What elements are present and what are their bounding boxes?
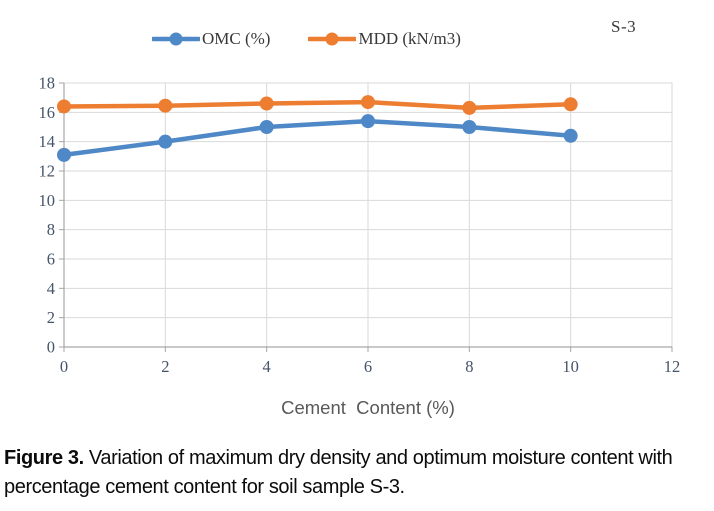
chart-legend: OMC (%) MDD (kN/m3) xyxy=(152,29,461,49)
y-tick-label: 14 xyxy=(39,132,56,151)
x-tick-label: 4 xyxy=(263,357,271,376)
series-line-1 xyxy=(61,99,573,111)
y-tick-label: 6 xyxy=(47,250,55,269)
line-chart-plot: 0 2 4 6 8 10 12 0 2 4 6 8 10 12 14 16 18 xyxy=(39,74,681,377)
data-point-marker xyxy=(462,100,477,115)
legend-item-mdd: MDD (kN/m3) xyxy=(308,29,461,49)
y-tick-label: 2 xyxy=(47,308,55,327)
data-point-marker xyxy=(361,114,375,129)
y-tick-label: 18 xyxy=(39,74,56,93)
data-point-marker xyxy=(462,120,477,134)
data-point-marker xyxy=(361,95,375,110)
data-point-marker xyxy=(57,99,71,114)
y-tick-label: 12 xyxy=(39,162,56,181)
data-point-marker xyxy=(259,96,274,111)
y-tick-label: 8 xyxy=(47,220,55,239)
x-tick-label: 8 xyxy=(465,357,473,376)
x-tick-label: 2 xyxy=(161,357,169,376)
x-tick-label: 0 xyxy=(60,357,68,376)
legend-line-marker-icon xyxy=(308,32,357,46)
data-point-marker xyxy=(57,147,71,162)
data-point-marker xyxy=(563,97,578,112)
y-tick-label: 0 xyxy=(47,338,55,357)
series-line-0 xyxy=(61,118,573,158)
series-annotation: S-3 xyxy=(611,17,637,36)
data-point-marker xyxy=(259,120,274,134)
data-point-marker xyxy=(158,98,173,113)
y-tick-label: 16 xyxy=(39,103,56,122)
legend-line-marker-icon xyxy=(152,32,200,46)
x-tick-label: 6 xyxy=(364,357,372,376)
figure-caption-text: Variation of maximum dry density and opt… xyxy=(4,447,673,498)
x-tick-label: 10 xyxy=(562,357,579,376)
data-point-marker xyxy=(158,134,173,149)
y-tick-label: 10 xyxy=(39,191,56,210)
figure-caption: Figure 3. Variation of maximum dry densi… xyxy=(4,444,710,502)
figure-caption-label: Figure 3. xyxy=(4,447,84,469)
x-tick-label: 12 xyxy=(664,357,681,376)
x-axis-title: Cement Content (%) xyxy=(281,397,455,418)
data-point-marker xyxy=(563,128,578,143)
legend-label-omc: OMC (%) xyxy=(202,29,271,48)
y-tick-label: 4 xyxy=(47,279,55,298)
legend-item-omc: OMC (%) xyxy=(152,29,270,49)
legend-label-mdd: MDD (kN/m3) xyxy=(358,29,461,48)
